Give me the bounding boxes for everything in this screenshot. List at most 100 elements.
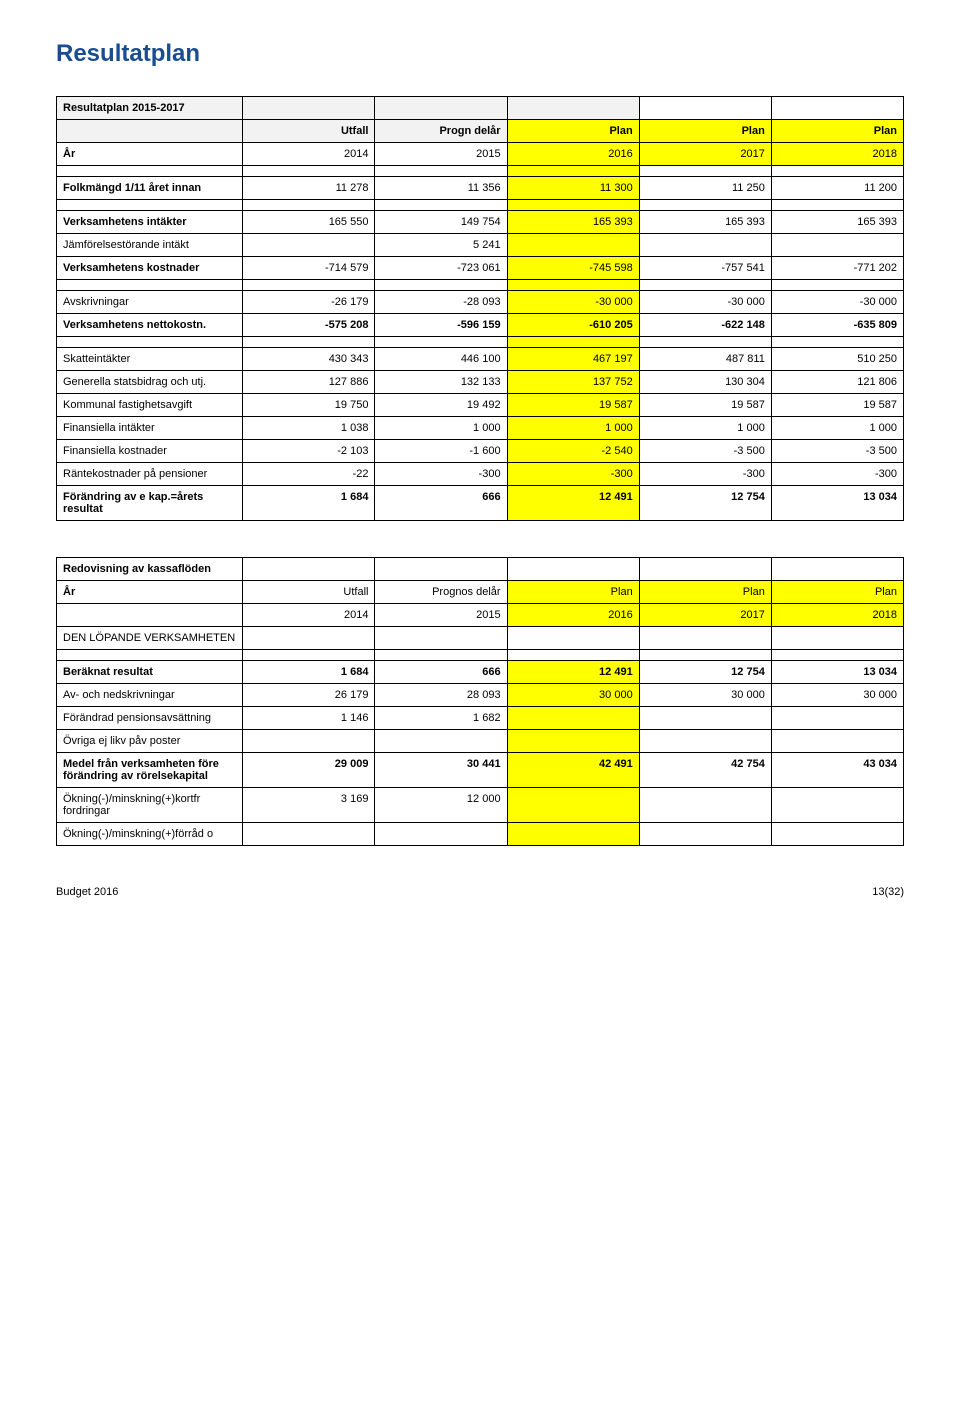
cell: 510 250	[771, 348, 903, 371]
cell: 28 093	[375, 684, 507, 707]
cell: 11 300	[507, 177, 639, 200]
cell: 3 169	[243, 788, 375, 823]
cell: 12 000	[375, 788, 507, 823]
cell	[639, 627, 771, 650]
cell: -610 205	[507, 314, 639, 337]
cell: -300	[507, 463, 639, 486]
cell: 121 806	[771, 371, 903, 394]
cell: Förändrad pensionsavsättning	[57, 707, 243, 730]
cell: -596 159	[375, 314, 507, 337]
cell: 2017	[639, 604, 771, 627]
cell: 1 684	[243, 661, 375, 684]
cell: 19 587	[771, 394, 903, 417]
cell	[243, 650, 375, 661]
cell	[243, 558, 375, 581]
cell: 42 491	[507, 753, 639, 788]
cell: Utfall	[243, 581, 375, 604]
cell	[243, 627, 375, 650]
cell: Övriga ej likv påv poster	[57, 730, 243, 753]
cell	[57, 200, 243, 211]
cell: -300	[771, 463, 903, 486]
cell	[639, 200, 771, 211]
cell	[639, 337, 771, 348]
cell: Finansiella kostnader	[57, 440, 243, 463]
page-footer: Budget 2016 13(32)	[56, 886, 904, 898]
cell	[507, 650, 639, 661]
cell: 12 491	[507, 486, 639, 521]
cell: Plan	[507, 120, 639, 143]
cell: 19 750	[243, 394, 375, 417]
cell: 666	[375, 661, 507, 684]
cell	[771, 650, 903, 661]
cell	[243, 97, 375, 120]
cell	[375, 166, 507, 177]
cell: -2 540	[507, 440, 639, 463]
cell: Räntekostnader på pensioner	[57, 463, 243, 486]
cell: 149 754	[375, 211, 507, 234]
cell	[639, 166, 771, 177]
cell: Ökning(-)/minskning(+)kortfr fordringar	[57, 788, 243, 823]
cell: 1 038	[243, 417, 375, 440]
cell	[57, 650, 243, 661]
cell	[57, 166, 243, 177]
cell: -2 103	[243, 440, 375, 463]
cell: 19 492	[375, 394, 507, 417]
cell	[507, 280, 639, 291]
cell: 13 034	[771, 486, 903, 521]
cell	[375, 627, 507, 650]
cell	[639, 730, 771, 753]
cell	[375, 337, 507, 348]
cell	[771, 97, 903, 120]
cell	[375, 97, 507, 120]
cell: 127 886	[243, 371, 375, 394]
cell: Plan	[771, 581, 903, 604]
cell: Medel från verksamheten före förändring …	[57, 753, 243, 788]
cell	[375, 730, 507, 753]
cell: -30 000	[771, 291, 903, 314]
cell: 11 200	[771, 177, 903, 200]
cell: 165 393	[507, 211, 639, 234]
cell	[639, 788, 771, 823]
cell: 2014	[243, 143, 375, 166]
cell: 1 684	[243, 486, 375, 521]
cell: 43 034	[771, 753, 903, 788]
cell	[639, 823, 771, 846]
cell: 2015	[375, 604, 507, 627]
cell: 666	[375, 486, 507, 521]
cell: -622 148	[639, 314, 771, 337]
cell	[507, 558, 639, 581]
cell	[57, 337, 243, 348]
cell: Progn delår	[375, 120, 507, 143]
cell: -757 541	[639, 257, 771, 280]
cell: -300	[375, 463, 507, 486]
cell: -3 500	[771, 440, 903, 463]
cell: 165 550	[243, 211, 375, 234]
cell: Plan	[639, 120, 771, 143]
cell	[243, 337, 375, 348]
cell	[507, 234, 639, 257]
cell: 29 009	[243, 753, 375, 788]
cell	[507, 730, 639, 753]
cell: -1 600	[375, 440, 507, 463]
cell: 2018	[771, 143, 903, 166]
cell	[507, 337, 639, 348]
cell	[507, 788, 639, 823]
cell: -30 000	[507, 291, 639, 314]
cell: -745 598	[507, 257, 639, 280]
cell: Folkmängd 1/11 året innan	[57, 177, 243, 200]
cell	[507, 97, 639, 120]
cell: -714 579	[243, 257, 375, 280]
cell: Verksamhetens nettokostn.	[57, 314, 243, 337]
cell: 26 179	[243, 684, 375, 707]
cell: 1 000	[639, 417, 771, 440]
cell	[771, 166, 903, 177]
cell	[771, 823, 903, 846]
cell: 2016	[507, 604, 639, 627]
cell: 137 752	[507, 371, 639, 394]
cell	[639, 280, 771, 291]
cell: -723 061	[375, 257, 507, 280]
cell	[771, 788, 903, 823]
cell: Kommunal fastighetsavgift	[57, 394, 243, 417]
cell	[375, 650, 507, 661]
cell	[375, 200, 507, 211]
